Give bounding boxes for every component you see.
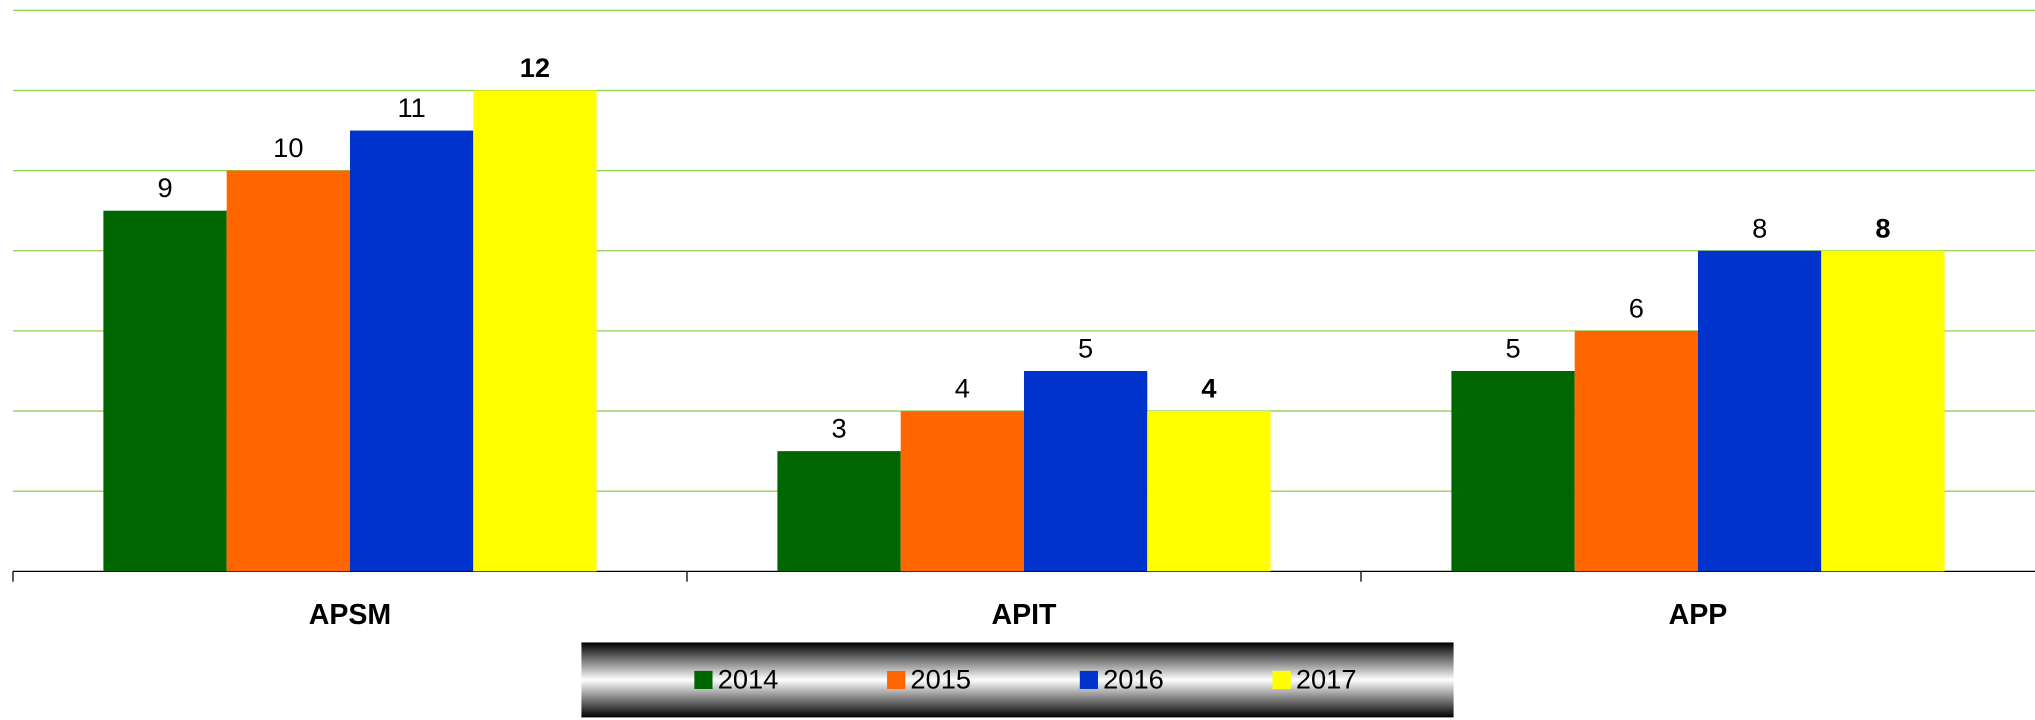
legend-label: 2015	[910, 663, 971, 694]
data-label: 8	[1752, 212, 1767, 243]
data-label: 4	[955, 373, 970, 404]
data-label: 12	[520, 52, 550, 83]
x-tick-label: APSM	[309, 599, 391, 631]
legend-swatch	[1079, 670, 1098, 689]
data-label: 5	[1505, 333, 1520, 364]
bar	[226, 170, 350, 572]
x-tick-label: APP	[1669, 599, 1728, 631]
data-label: 5	[1078, 333, 1093, 364]
bar	[900, 411, 1024, 572]
bar	[1147, 411, 1271, 572]
bar	[1023, 370, 1148, 572]
data-label: 9	[157, 172, 172, 203]
legend-label: 2016	[1103, 663, 1164, 694]
legend-label: 2017	[1296, 663, 1357, 694]
data-label: 10	[273, 132, 303, 163]
data-label: 6	[1629, 292, 1644, 323]
data-label: 8	[1875, 212, 1890, 243]
legend-swatch	[887, 670, 906, 689]
x-tick-label: APIT	[991, 599, 1057, 631]
legend-label: 2014	[718, 663, 779, 694]
legend-swatch	[1272, 670, 1291, 689]
bar	[1697, 250, 1822, 572]
bar	[1451, 370, 1575, 572]
data-label: 3	[831, 413, 846, 444]
data-label: 11	[397, 92, 425, 123]
bar	[1821, 250, 1945, 572]
bar	[103, 210, 227, 572]
legend-box	[581, 642, 1454, 718]
bar	[1574, 330, 1698, 572]
bar	[777, 451, 901, 572]
bar	[349, 130, 474, 572]
data-label: 4	[1201, 373, 1216, 404]
bar	[473, 90, 597, 572]
legend-swatch	[694, 670, 713, 689]
